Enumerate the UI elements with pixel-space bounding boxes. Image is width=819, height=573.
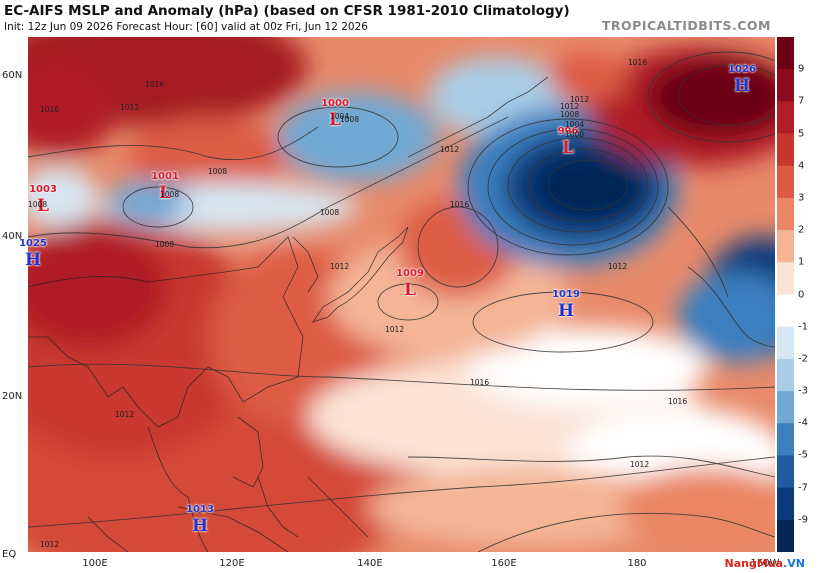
- colorbar-label: -9: [798, 514, 808, 526]
- isobar-label: 1000: [565, 130, 585, 139]
- isobar-label: 1012: [560, 102, 580, 111]
- colorbar-label: -1: [798, 321, 808, 333]
- colorbar-label: -4: [798, 417, 808, 429]
- colorbar-band: [777, 230, 794, 263]
- colorbar-band: [777, 37, 794, 70]
- high-pressure-marker: H: [24, 250, 42, 270]
- colorbar-band: [777, 358, 794, 392]
- isobar-label: 1016: [628, 58, 648, 67]
- lon-label: 140E: [357, 558, 383, 569]
- isobar-label: 1012: [40, 540, 60, 549]
- lat-label: 60N: [2, 70, 23, 81]
- colorbar-label: 3: [798, 192, 805, 204]
- colorbar-label: 9: [798, 63, 805, 75]
- colorbar-band: [777, 197, 794, 231]
- lon-label: 100E: [82, 558, 108, 569]
- isobar-label: 1012: [115, 410, 135, 419]
- low-pressure-marker: L: [329, 110, 341, 130]
- colorbar-band: [777, 101, 794, 135]
- isobar-label: 1008: [560, 110, 580, 119]
- isobar-label: 1012: [385, 325, 405, 334]
- lon-label: 160E: [491, 558, 517, 569]
- colorbar-band: [777, 519, 794, 552]
- isobar-label: 1016: [470, 378, 490, 387]
- isobar-label: 1012: [440, 145, 460, 154]
- isobar-label: 1008: [340, 115, 360, 124]
- isobar-label: 1012: [608, 262, 628, 271]
- colorbar-band: [777, 326, 794, 360]
- pressure-center-value: 1001: [151, 171, 179, 182]
- lon-label: 160W: [750, 558, 780, 569]
- pressure-center-value: 1009: [396, 268, 424, 279]
- isobar-label: 1012: [630, 460, 650, 469]
- isobar-label: 1012: [570, 95, 590, 104]
- isobar-label: 1008: [160, 190, 180, 199]
- colorbar-label: 4: [798, 160, 805, 172]
- colorbar-band: [777, 69, 794, 102]
- colorbar-label: 0: [798, 289, 805, 300]
- isobar-label: 1016: [145, 80, 165, 89]
- lon-label: 180: [627, 558, 647, 569]
- colorbar-band: [777, 294, 794, 328]
- anomaly-map: [28, 37, 775, 552]
- low-pressure-marker: L: [562, 138, 574, 158]
- pressure-center-value: 1025: [19, 238, 47, 249]
- watermark-logo: NangMua.VN: [724, 557, 805, 570]
- colorbar-label: -7: [798, 482, 808, 494]
- colorbar-band: [777, 391, 794, 424]
- pressure-center-value: 996: [557, 126, 579, 137]
- high-pressure-marker: H: [191, 516, 209, 536]
- colorbar-label: 1: [798, 256, 805, 268]
- isobar-label: 1016: [40, 105, 60, 114]
- low-pressure-marker: L: [404, 280, 416, 300]
- chart-subtitle: Init: 12z Jun 09 2026 Forecast Hour: [60…: [4, 21, 368, 33]
- high-pressure-marker: H: [557, 301, 575, 321]
- site-brand: TROPICALTIDBITS.COM: [601, 18, 771, 33]
- colorbar-label: -5: [798, 449, 808, 461]
- colorbar-label: -2: [798, 353, 808, 365]
- isobar-label: 1004: [565, 120, 585, 129]
- isobar-label: 1016: [450, 200, 470, 209]
- colorbar: [777, 37, 794, 552]
- lat-label: EQ: [2, 549, 17, 560]
- colorbar-band: [777, 487, 794, 521]
- lat-label: 20N: [2, 391, 23, 402]
- isobar-label: 1008: [28, 200, 48, 209]
- colorbar-label: 2: [798, 224, 805, 236]
- colorbar-band: [777, 423, 794, 456]
- colorbar-band: [777, 262, 794, 295]
- chart-title: EC-AIFS MSLP and Anomaly (hPa) (based on…: [4, 3, 570, 19]
- colorbar-band: [777, 165, 794, 199]
- colorbar-band: [777, 133, 794, 167]
- colorbar-band: [777, 455, 794, 489]
- colorbar-label: 7: [798, 95, 805, 107]
- colorbar-label: 5: [798, 128, 805, 140]
- low-pressure-marker: L: [159, 183, 171, 203]
- high-pressure-marker: H: [733, 76, 751, 96]
- isobar-label: 1008: [208, 167, 228, 176]
- isobar-label: 1008: [320, 208, 340, 217]
- lat-label: 40N: [2, 231, 23, 242]
- isobar-label: 1008: [155, 240, 175, 249]
- pressure-center-value: 1003: [29, 184, 57, 195]
- isobar-label: 1012: [120, 103, 140, 112]
- pressure-center-value: 1013: [186, 504, 214, 515]
- pressure-center-value: 1026: [728, 64, 756, 75]
- isobars: [28, 51, 775, 552]
- isobar-label: 1004: [330, 112, 350, 121]
- isobar-label: 1012: [330, 262, 350, 271]
- pressure-center-value: 1019: [552, 289, 580, 300]
- lon-label: 120E: [219, 558, 245, 569]
- colorbar-label: -3: [798, 385, 808, 397]
- low-pressure-marker: L: [37, 196, 49, 216]
- isobar-label: 1016: [668, 397, 688, 406]
- pressure-center-value: 1000: [321, 98, 349, 109]
